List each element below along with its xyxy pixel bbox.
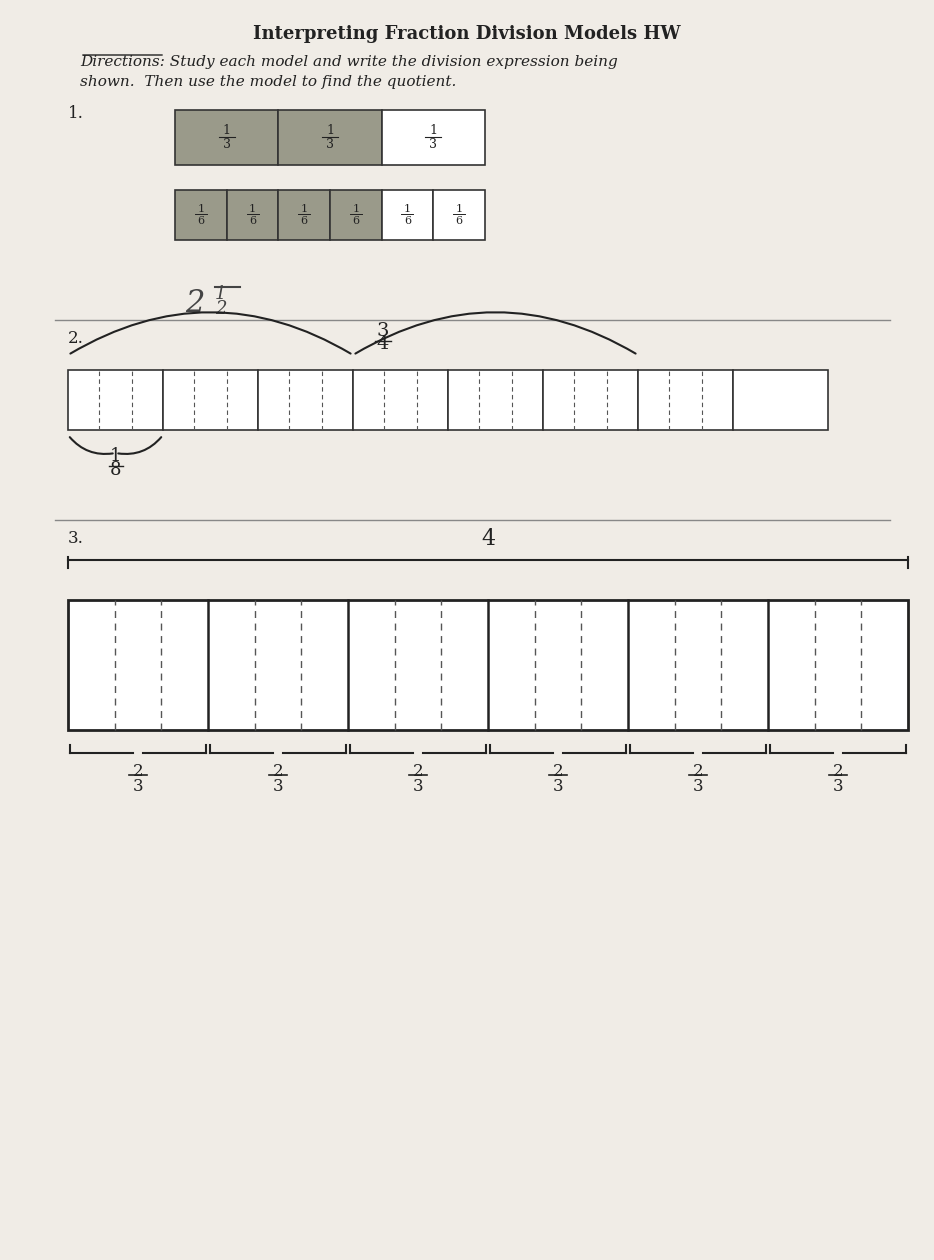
Bar [68,600,908,730]
Text: 3: 3 [693,777,703,795]
Bar [330,190,382,239]
Text: 2: 2 [833,764,843,780]
Text: 3: 3 [413,777,423,795]
Text: 3: 3 [553,777,563,795]
Text: 2: 2 [693,764,703,780]
Text: 1: 1 [222,123,231,137]
Text: 1: 1 [249,204,256,214]
Text: 1: 1 [301,204,307,214]
Text: 2: 2 [413,764,423,780]
Text: Directions: Study each model and write the division expression being: Directions: Study each model and write t… [80,55,617,69]
Bar [175,110,278,165]
Text: 4: 4 [481,528,495,551]
Bar [163,370,258,430]
Text: shown.  Then use the model to find the quotient.: shown. Then use the model to find the qu… [80,76,457,89]
Bar [258,370,353,430]
Text: 6: 6 [403,215,411,226]
Text: 3: 3 [273,777,283,795]
Text: 4: 4 [376,335,389,353]
Text: 1: 1 [430,123,437,137]
Text: 3: 3 [133,777,143,795]
Text: 1: 1 [352,204,360,214]
Text: 8: 8 [110,461,121,479]
Text: 2.: 2. [68,330,84,346]
Bar [382,190,433,239]
Text: 3.: 3. [68,530,84,547]
Text: 1.: 1. [68,105,84,122]
Text: 3: 3 [326,139,334,151]
Text: 6: 6 [197,215,205,226]
Text: 1: 1 [326,123,334,137]
Text: 2: 2 [553,764,563,780]
Bar [638,370,733,430]
Text: 2: 2 [185,289,205,319]
Text: 2: 2 [215,300,227,318]
Text: 1: 1 [110,447,121,465]
Bar [278,190,330,239]
Text: 1: 1 [456,204,462,214]
Bar [353,370,448,430]
Text: 1: 1 [197,204,205,214]
Text: 3: 3 [430,139,437,151]
Text: 6: 6 [249,215,256,226]
Bar [543,370,638,430]
Bar [448,370,543,430]
Text: 2: 2 [133,764,143,780]
Text: 1: 1 [403,204,411,214]
Text: 3: 3 [833,777,843,795]
Bar [175,190,227,239]
Text: 3: 3 [222,139,231,151]
Text: Interpreting Fraction Division Models HW: Interpreting Fraction Division Models HW [253,25,681,43]
Text: 6: 6 [301,215,307,226]
Text: 6: 6 [352,215,360,226]
Bar [382,110,485,165]
Text: 6: 6 [456,215,462,226]
Bar [733,370,828,430]
Text: 1: 1 [215,285,227,302]
Bar [68,370,163,430]
Text: 2: 2 [273,764,283,780]
Bar [433,190,485,239]
Bar [278,110,382,165]
Text: 3: 3 [376,323,389,340]
Bar [227,190,278,239]
